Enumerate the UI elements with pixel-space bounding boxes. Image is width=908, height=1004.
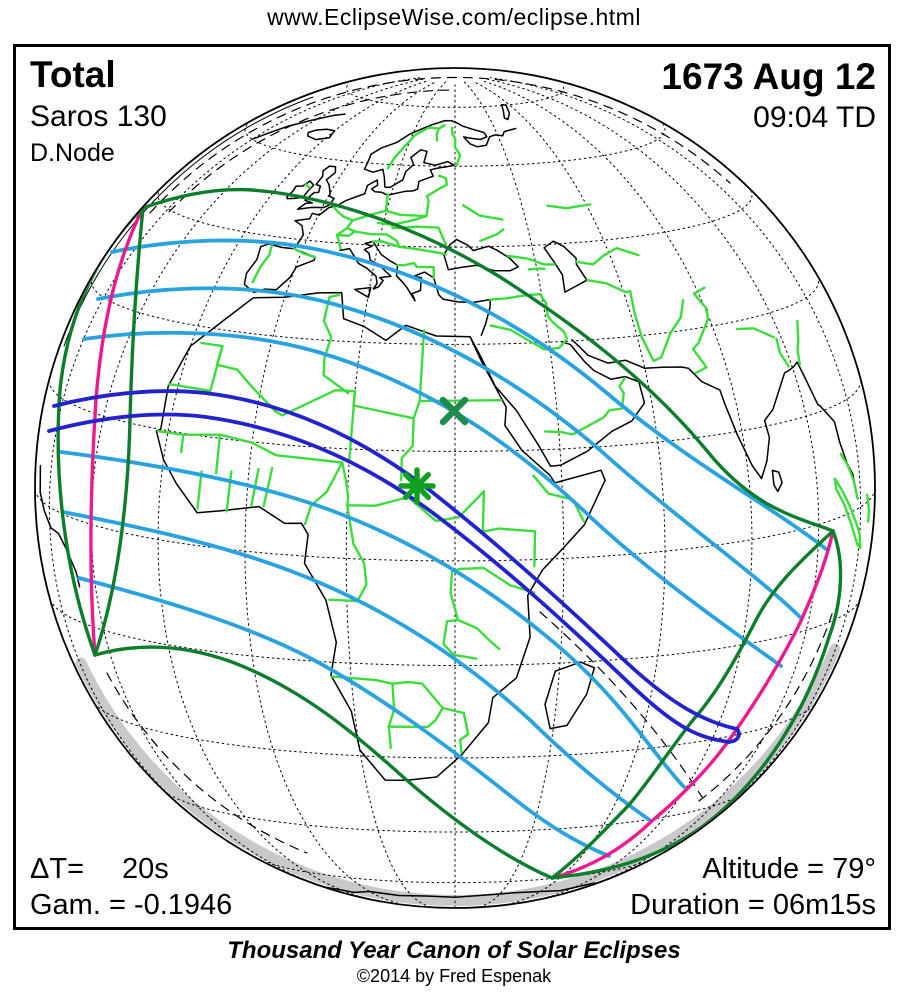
country-borders (156, 124, 871, 754)
node-label: D.Node (30, 139, 115, 167)
greatest-duration-marker (439, 396, 469, 426)
delta-t-value: 20s (122, 853, 169, 885)
duration-value: Duration = 06m15s (630, 889, 876, 921)
coastlines (39, 103, 859, 898)
terminator-dashes (63, 76, 834, 854)
header-url: www.EclipseWise.com/eclipse.html (267, 4, 641, 30)
globe-rim (34, 67, 876, 909)
saros-series: Saros 130 (30, 100, 167, 133)
eclipse-date: 1673 Aug 12 (661, 56, 876, 97)
gamma-value: Gam. = -0.1946 (30, 889, 233, 921)
altitude-value: Altitude = 79° (702, 853, 876, 885)
map-frame (13, 44, 891, 930)
penumbral-limit-curves (56, 187, 843, 880)
eclipse-time: 09:04 TD (753, 101, 876, 134)
greatest-eclipse-marker (398, 467, 436, 505)
umbral-path-lines (47, 389, 741, 744)
delta-t-row: ΔT= 20s (30, 851, 232, 887)
footer-copyright: ©2014 by Fred Espenak (356, 966, 552, 986)
delta-t-label: ΔT= (30, 853, 85, 885)
limb-shading (75, 643, 841, 907)
footer-title: Thousand Year Canon of Solar Eclipses (227, 937, 681, 964)
eclipse-type: Total (30, 54, 116, 95)
